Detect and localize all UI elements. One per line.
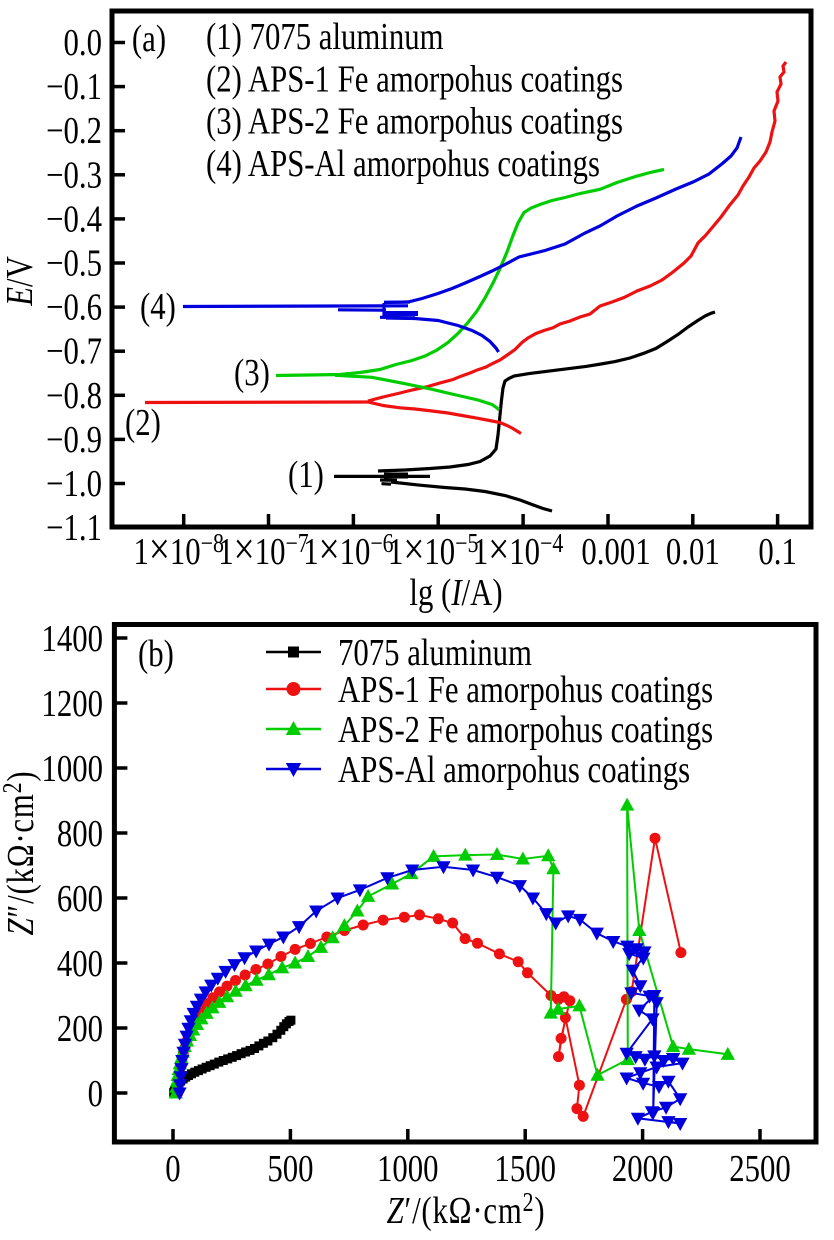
svg-text:0.001: 0.001 bbox=[581, 531, 650, 573]
svg-text:(1): (1) bbox=[288, 454, 324, 496]
svg-text:(4) APS-Al amorpohus coatings: (4) APS-Al amorpohus coatings bbox=[206, 143, 600, 185]
svg-text:1000: 1000 bbox=[41, 748, 103, 790]
svg-text:0.1: 0.1 bbox=[758, 531, 796, 573]
svg-text:−0.6: −0.6 bbox=[46, 287, 102, 329]
svg-text:(4): (4) bbox=[140, 286, 176, 328]
svg-text:(1) 7075 aluminum: (1) 7075 aluminum bbox=[206, 16, 444, 58]
svg-text:Z″/(kΩ·cm2): Z″/(kΩ·cm2) bbox=[0, 771, 42, 936]
svg-text:(2) APS-1 Fe amorpohus coating: (2) APS-1 Fe amorpohus coatings bbox=[206, 58, 623, 100]
svg-text:400: 400 bbox=[57, 943, 103, 985]
svg-text:(3): (3) bbox=[234, 352, 270, 394]
svg-text:600: 600 bbox=[57, 878, 103, 920]
svg-text:APS-Al amorpohus coatings: APS-Al amorpohus coatings bbox=[338, 749, 690, 791]
svg-text:0: 0 bbox=[88, 1073, 103, 1115]
svg-text:(b): (b) bbox=[138, 633, 174, 675]
svg-text:(2): (2) bbox=[125, 402, 161, 444]
svg-text:APS-2 Fe amorpohus coatings: APS-2 Fe amorpohus coatings bbox=[338, 709, 713, 751]
svg-text:−0.3: −0.3 bbox=[46, 154, 102, 196]
svg-text:2500: 2500 bbox=[729, 1148, 791, 1190]
svg-text:200: 200 bbox=[57, 1008, 103, 1050]
svg-text:−0.8: −0.8 bbox=[46, 375, 102, 417]
svg-text:(3) APS-2 Fe amorpohus coating: (3) APS-2 Fe amorpohus coatings bbox=[206, 101, 623, 143]
svg-text:800: 800 bbox=[57, 813, 103, 855]
svg-text:lg (I/A): lg (I/A) bbox=[409, 572, 502, 614]
svg-text:−1.0: −1.0 bbox=[46, 463, 102, 505]
svg-text:2000: 2000 bbox=[612, 1148, 674, 1190]
svg-text:1500: 1500 bbox=[494, 1148, 556, 1190]
svg-text:500: 500 bbox=[267, 1148, 313, 1190]
svg-text:−0.1: −0.1 bbox=[46, 66, 102, 108]
svg-text:−1.1: −1.1 bbox=[46, 507, 102, 549]
svg-text:1400: 1400 bbox=[41, 618, 103, 660]
svg-text:−0.7: −0.7 bbox=[46, 331, 102, 373]
svg-text:0.0: 0.0 bbox=[64, 22, 102, 64]
svg-text:1200: 1200 bbox=[41, 683, 103, 725]
svg-text:0.01: 0.01 bbox=[666, 531, 720, 573]
svg-text:0: 0 bbox=[165, 1148, 180, 1190]
svg-text:−0.5: −0.5 bbox=[46, 243, 102, 285]
svg-text:7075 aluminum: 7075 aluminum bbox=[338, 632, 532, 674]
svg-text:APS-1 Fe amorpohus coatings: APS-1 Fe amorpohus coatings bbox=[338, 669, 713, 711]
svg-text:−0.9: −0.9 bbox=[46, 419, 102, 461]
svg-text:−0.2: −0.2 bbox=[46, 110, 102, 152]
svg-text:−0.4: −0.4 bbox=[46, 198, 102, 240]
svg-text:(a): (a) bbox=[132, 18, 166, 60]
svg-text:E/V: E/V bbox=[0, 256, 41, 306]
svg-text:Z′/(kΩ·cm2): Z′/(kΩ·cm2) bbox=[387, 1188, 546, 1232]
svg-text:1000: 1000 bbox=[377, 1148, 439, 1190]
